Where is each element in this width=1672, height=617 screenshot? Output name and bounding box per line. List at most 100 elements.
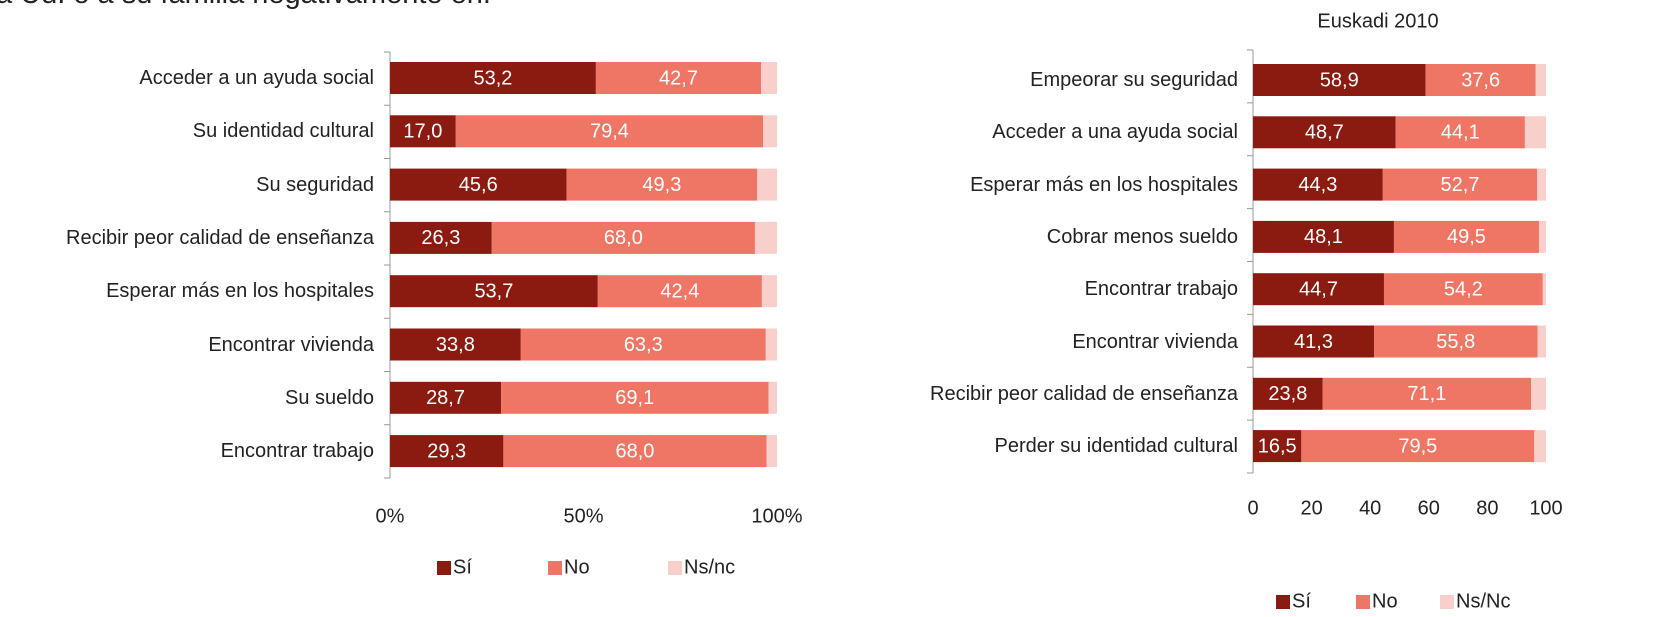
value-label: 52,7 [1441, 174, 1480, 196]
value-label: 63,3 [624, 334, 663, 356]
chart-title: Euskadi 2010 [1317, 10, 1438, 32]
bar-segment [1253, 325, 1375, 358]
legend-label: No [1372, 590, 1398, 612]
category-label: Recibir peor calidad de enseñanza [66, 226, 374, 249]
bar-segment [1253, 377, 1323, 410]
bar-segment [503, 435, 767, 468]
category-label: Acceder a un ayuda social [139, 67, 374, 89]
x-tick-label: 100 [1529, 497, 1562, 519]
category-label: Encontrar vivienda [1072, 330, 1238, 353]
bar-segment [1538, 220, 1546, 253]
bar-segment [1537, 325, 1546, 358]
value-label: 49,3 [642, 174, 681, 196]
x-tick-label: 100% [751, 505, 802, 527]
bar-segment [765, 328, 777, 361]
value-label: 23,8 [1268, 383, 1307, 405]
bar-segment [1382, 168, 1538, 201]
bar-segment [1301, 430, 1535, 463]
bar-segment [761, 275, 777, 308]
value-label: 28,7 [426, 387, 465, 409]
bar-segment [754, 221, 777, 254]
value-label: 69,1 [615, 387, 654, 409]
value-label: 42,7 [659, 67, 698, 89]
legend-swatch [1276, 595, 1290, 609]
legend-swatch [1356, 595, 1370, 609]
bar-segment [1253, 430, 1302, 463]
bar-segment [390, 115, 456, 148]
legend-swatch [548, 561, 562, 575]
category-label: Perder su identidad cultural [994, 435, 1238, 458]
value-label: 68,0 [604, 227, 643, 249]
category-label: Esperar más en los hospitales [106, 280, 374, 303]
value-label: 79,4 [590, 121, 629, 143]
legend-label: Ns/Nc [1456, 590, 1510, 612]
bar-segment [766, 435, 777, 468]
x-tick-label: 80 [1476, 497, 1498, 519]
bar-segment [1531, 377, 1546, 410]
legend-label: No [564, 556, 590, 578]
bar-segment [390, 328, 521, 361]
category-label: Empeorar su seguridad [1030, 69, 1238, 91]
x-tick-label: 50% [563, 505, 603, 527]
bar-segment [491, 221, 755, 254]
bar-segment [1253, 116, 1396, 149]
bar-segment [520, 328, 766, 361]
value-label: 49,5 [1447, 226, 1486, 248]
bar-segment [455, 115, 764, 148]
legend-label: Sí [453, 556, 472, 578]
value-label: 45,6 [459, 174, 498, 196]
bar-segment [763, 115, 777, 148]
bar-segment [1393, 220, 1539, 253]
category-label: Esperar más en los hospitales [970, 173, 1238, 196]
value-label: 17,0 [403, 121, 442, 143]
bar-segment [1524, 116, 1546, 149]
bar-segment [501, 381, 769, 414]
category-label: Encontrar trabajo [220, 440, 374, 463]
value-label: 37,6 [1461, 69, 1500, 91]
x-tick-label: 20 [1300, 497, 1322, 519]
category-label: Acceder a una ayuda social [992, 121, 1238, 144]
bar-segment [390, 275, 598, 308]
value-label: 44,7 [1299, 278, 1338, 300]
value-label: 29,3 [427, 440, 466, 462]
category-label: Su identidad cultural [192, 120, 374, 143]
value-label: 26,3 [421, 227, 460, 249]
bar-segment [1374, 325, 1538, 358]
category-label: Recibir peor calidad de enseñanza [930, 382, 1238, 405]
x-tick-label: 0 [1247, 497, 1258, 519]
value-label: 48,1 [1304, 226, 1343, 248]
bar-segment [390, 381, 502, 414]
bar-segment [390, 221, 492, 254]
legend-label: Sí [1292, 590, 1311, 612]
bar-segment [597, 275, 762, 308]
bar-segment [768, 381, 777, 414]
bar-segment [1383, 273, 1543, 306]
value-label: 33,8 [436, 334, 475, 356]
value-label: 44,1 [1441, 122, 1480, 144]
bar-segment [390, 435, 504, 468]
legend-swatch [437, 561, 451, 575]
bar-segment [1542, 273, 1546, 306]
caption: a Ud. o a su familia negativamente en: [0, 0, 491, 11]
bar-segment [1395, 116, 1525, 149]
legend-label: Ns/nc [684, 556, 735, 578]
value-label: 42,4 [660, 280, 699, 302]
bar-segment [1253, 168, 1383, 201]
legend-swatch [1440, 595, 1454, 609]
bar-segment [390, 168, 567, 201]
category-label: Encontrar vivienda [208, 333, 374, 356]
x-tick-label: 40 [1359, 497, 1381, 519]
bar-segment [1534, 430, 1546, 463]
x-tick-label: 0% [376, 505, 405, 527]
x-tick-label: 60 [1418, 497, 1440, 519]
category-label: Su sueldo [285, 386, 374, 409]
value-label: 54,2 [1444, 278, 1483, 300]
value-label: 53,7 [474, 280, 513, 302]
value-label: 71,1 [1407, 383, 1446, 405]
value-label: 48,7 [1305, 122, 1344, 144]
value-label: 44,3 [1298, 174, 1337, 196]
value-label: 16,5 [1258, 435, 1297, 457]
bar-segment [1322, 377, 1532, 410]
category-label: Su seguridad [256, 173, 374, 196]
value-label: 55,8 [1436, 331, 1475, 353]
